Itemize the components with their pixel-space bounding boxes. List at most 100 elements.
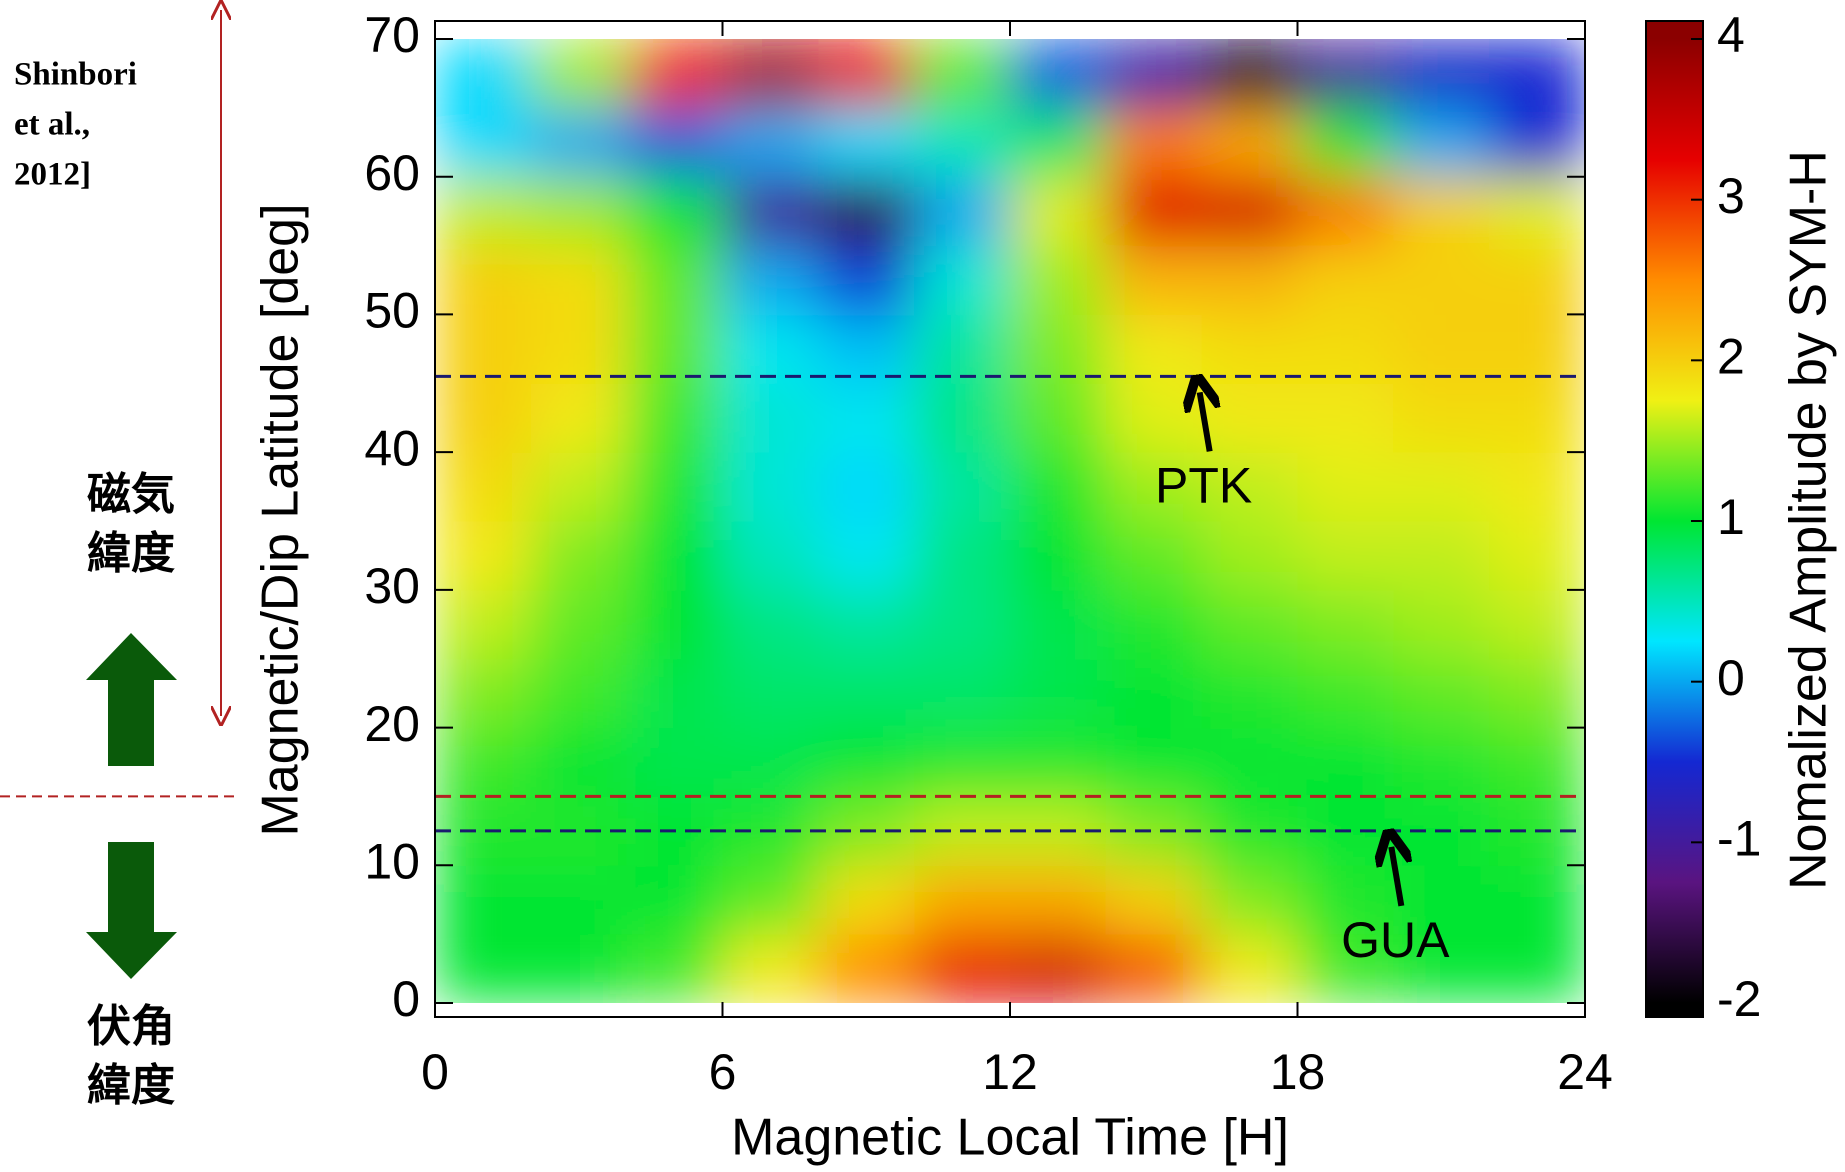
annotation: GUA <box>1341 912 1450 968</box>
heat-cell <box>1010 658 1107 729</box>
heat-cell <box>1201 658 1298 729</box>
x-tick-label: 18 <box>1270 1044 1326 1100</box>
heat-cell <box>1105 107 1203 178</box>
heat-cell <box>722 658 819 729</box>
heat-cell <box>435 383 532 453</box>
colorbar-tick-label: 2 <box>1717 329 1745 385</box>
heat-cell <box>1297 521 1394 591</box>
heat-cell <box>435 727 532 797</box>
heat-cell <box>1489 934 1585 1003</box>
heat-cell <box>626 107 723 178</box>
heat-cell <box>1201 107 1298 178</box>
heat-cell <box>1393 39 1490 109</box>
heat-cell <box>530 107 628 178</box>
heat-cell <box>626 314 723 384</box>
colorbar-frame <box>1645 20 1704 1018</box>
heat-cell <box>1010 934 1107 1003</box>
heat-cell <box>435 934 532 1003</box>
lower-label: 緯度 <box>87 1060 175 1111</box>
heat-cell <box>626 865 723 935</box>
heat-cell <box>626 383 723 453</box>
heat-cell <box>818 934 915 1003</box>
heat-cell <box>1105 452 1203 522</box>
heat-cell <box>722 383 819 453</box>
colorbar-tick-label: 1 <box>1717 489 1745 545</box>
heat-cell <box>914 383 1011 453</box>
heat-cell <box>914 727 1011 797</box>
heat-cell <box>530 383 628 453</box>
heat-cell <box>1489 383 1585 453</box>
heat-cell <box>1489 39 1585 109</box>
heat-cell <box>1393 107 1490 178</box>
colorbar-tick-label: -1 <box>1717 811 1761 867</box>
heat-cell <box>1201 727 1298 797</box>
heat-cell <box>1010 383 1107 453</box>
heat-cell <box>914 452 1011 522</box>
heat-cell <box>1201 589 1298 660</box>
heat-cell <box>722 176 819 247</box>
annotation: PTK <box>1155 458 1252 514</box>
heat-cell <box>530 245 628 315</box>
heat-cell <box>1201 245 1298 315</box>
heat-cell <box>1105 521 1203 591</box>
heat-cell <box>722 314 819 384</box>
heat-cell <box>530 39 628 109</box>
heat-cell <box>1489 521 1585 591</box>
lower-label: 伏角 <box>87 1001 175 1052</box>
heatmap <box>435 39 1585 1003</box>
heat-cell <box>722 39 819 109</box>
heat-cell <box>722 934 819 1003</box>
y-tick-label: 50 <box>364 283 420 339</box>
heat-cell <box>435 521 532 591</box>
heat-cell <box>1393 521 1490 591</box>
heat-cell <box>1201 383 1298 453</box>
y-tick-label: 10 <box>364 833 420 889</box>
heat-cell <box>914 589 1011 660</box>
heat-cell <box>1489 589 1585 660</box>
heat-cell <box>626 176 723 247</box>
heat-cell <box>1010 727 1107 797</box>
heat-cell <box>1489 727 1585 797</box>
heat-cell <box>1489 658 1585 729</box>
heat-cell <box>818 107 915 178</box>
y-tick-label: 20 <box>364 696 420 752</box>
heat-cell <box>435 176 532 247</box>
citation: Shinbori <box>14 57 137 93</box>
heat-cell <box>530 521 628 591</box>
heat-cell <box>1010 521 1107 591</box>
heat-cell <box>914 39 1011 109</box>
citation: et al., <box>14 107 90 143</box>
heat-cell <box>435 865 532 935</box>
heat-cell <box>722 865 819 935</box>
heat-cell <box>914 176 1011 247</box>
heat-cell <box>1297 314 1394 384</box>
heat-cell <box>530 934 628 1003</box>
heat-cell <box>1297 589 1394 660</box>
heat-cell <box>1010 39 1107 109</box>
heat-cell <box>1105 589 1203 660</box>
heat-cell <box>435 452 532 522</box>
heat-cell <box>818 658 915 729</box>
x-tick-label: 0 <box>421 1044 449 1100</box>
heat-cell <box>435 245 532 315</box>
heat-cell <box>914 314 1011 384</box>
heat-cell <box>1393 727 1490 797</box>
heat-cell <box>626 589 723 660</box>
heat-cell <box>818 39 915 109</box>
heat-cell <box>626 934 723 1003</box>
heat-cell <box>626 245 723 315</box>
heat-cell <box>818 865 915 935</box>
heat-cell <box>818 176 915 247</box>
y-tick-label: 30 <box>364 558 420 614</box>
heat-cell <box>530 314 628 384</box>
heat-cell <box>722 727 819 797</box>
heat-cell <box>530 176 628 247</box>
y-tick-label: 70 <box>364 7 420 63</box>
heat-cell <box>1297 934 1394 1003</box>
heat-cell <box>1297 865 1394 935</box>
heat-cell <box>722 521 819 591</box>
y-tick-label: 40 <box>364 420 420 476</box>
heat-cell <box>1393 245 1490 315</box>
heat-cell <box>1105 176 1203 247</box>
